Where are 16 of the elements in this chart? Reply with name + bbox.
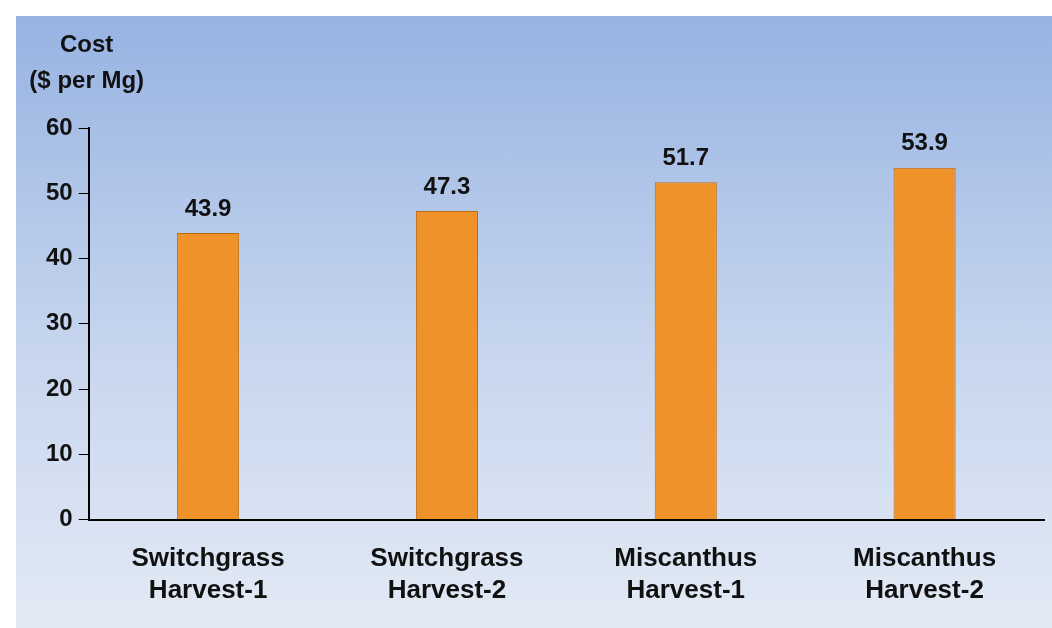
y-tick-label: 0 (59, 504, 73, 532)
y-tick-label: 20 (45, 373, 73, 401)
x-tick-label: Switchgrass Harvest-1 (131, 542, 285, 604)
y-axis-title: Cost ($ per Mg) (29, 30, 145, 93)
x-tick-label: Miscanthus Harvest-2 (853, 542, 997, 604)
y-tick-label: 10 (45, 438, 73, 466)
data-label: 47.3 (423, 171, 471, 199)
y-tick-label: 30 (45, 308, 73, 336)
y-tick-label: 50 (45, 177, 73, 205)
x-tick-label: Switchgrass Harvest-2 (370, 542, 524, 604)
data-label: 43.9 (184, 193, 232, 221)
y-tick-label: 60 (45, 112, 73, 140)
y-tick-label: 40 (45, 243, 73, 271)
data-label: 51.7 (662, 142, 710, 170)
data-label: 53.9 (901, 128, 948, 156)
x-tick-label: Miscanthus Harvest-1 (614, 542, 758, 604)
